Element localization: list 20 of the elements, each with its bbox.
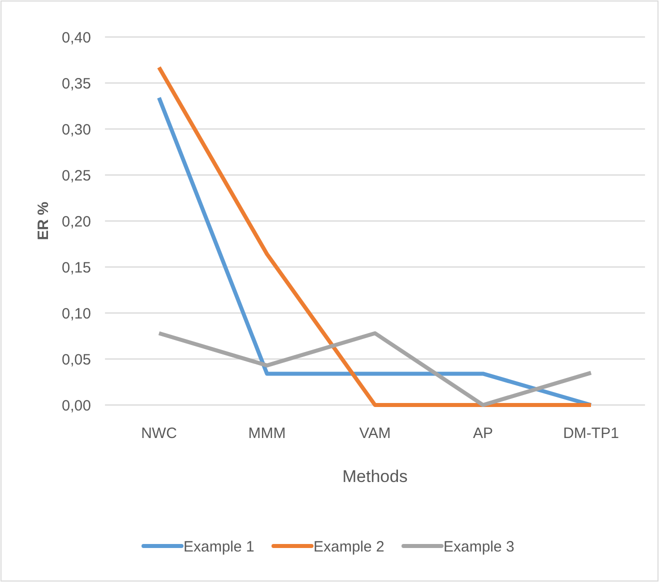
y-tick-label: 0,25 bbox=[62, 167, 91, 184]
x-tick-label: DM-TP1 bbox=[563, 425, 619, 442]
x-axis-title: Methods bbox=[342, 467, 408, 486]
legend-label: Example 1 bbox=[184, 538, 254, 556]
x-tick-label: AP bbox=[472, 425, 494, 442]
x-tick-label: VAM bbox=[359, 425, 391, 442]
y-axis-title: ER % bbox=[35, 202, 52, 240]
y-tick-label: 0,20 bbox=[62, 213, 91, 230]
y-tick-label: 0,30 bbox=[62, 121, 91, 138]
line-series bbox=[157, 331, 593, 407]
y-tick-label: 0,10 bbox=[62, 305, 91, 322]
x-tick-label: NWC bbox=[141, 425, 178, 442]
y-tick-label: 0,15 bbox=[62, 259, 91, 276]
y-tick-label: 0,40 bbox=[62, 29, 91, 46]
y-tick-label: 0,05 bbox=[62, 351, 91, 368]
y-tick-label: 0,35 bbox=[62, 75, 91, 92]
y-tick-label: 0,00 bbox=[62, 397, 91, 414]
legend-label: Example 2 bbox=[314, 538, 384, 556]
legend-label: Example 3 bbox=[444, 538, 514, 556]
x-tick-label: MMM bbox=[248, 425, 286, 442]
